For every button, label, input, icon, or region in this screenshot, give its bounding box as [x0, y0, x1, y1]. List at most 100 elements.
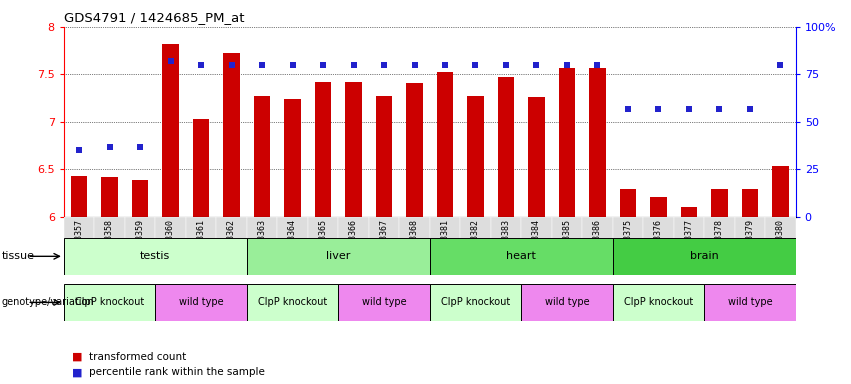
Text: GSM988382: GSM988382: [471, 218, 480, 263]
Point: [377, 62, 391, 68]
Point: [712, 106, 726, 112]
Bar: [589, 68, 606, 217]
Bar: [247, 238, 430, 275]
Bar: [375, 96, 392, 217]
Bar: [467, 96, 484, 217]
Bar: [430, 238, 613, 275]
Bar: [437, 71, 454, 217]
Text: liver: liver: [326, 251, 351, 262]
Text: GSM988357: GSM988357: [75, 218, 83, 263]
Text: testis: testis: [140, 251, 170, 262]
Bar: [132, 180, 148, 217]
Bar: [64, 284, 155, 321]
Bar: [338, 284, 430, 321]
Point: [286, 62, 300, 68]
Bar: [460, 217, 491, 269]
Text: GSM988377: GSM988377: [684, 218, 694, 263]
Bar: [64, 217, 94, 269]
Point: [134, 144, 147, 150]
Bar: [681, 207, 697, 217]
Text: GSM988383: GSM988383: [501, 218, 511, 263]
Text: GSM988385: GSM988385: [563, 218, 572, 263]
Bar: [613, 284, 704, 321]
Point: [194, 62, 208, 68]
Text: GSM988363: GSM988363: [258, 218, 266, 263]
Bar: [521, 284, 613, 321]
Text: ■: ■: [72, 367, 83, 377]
Bar: [223, 53, 240, 217]
Point: [163, 58, 177, 64]
Point: [591, 62, 604, 68]
Bar: [491, 217, 521, 269]
Text: transformed count: transformed count: [89, 352, 186, 362]
Text: ClpP knockout: ClpP knockout: [441, 297, 510, 308]
Bar: [674, 217, 704, 269]
Bar: [650, 197, 667, 217]
Text: GSM988364: GSM988364: [288, 218, 297, 263]
Point: [529, 62, 543, 68]
Point: [621, 106, 635, 112]
Text: GSM988366: GSM988366: [349, 218, 358, 263]
Text: wild type: wild type: [179, 297, 223, 308]
Bar: [277, 217, 308, 269]
Text: GSM988376: GSM988376: [654, 218, 663, 263]
Text: ClpP knockout: ClpP knockout: [258, 297, 327, 308]
Text: GSM988379: GSM988379: [745, 218, 755, 263]
Bar: [338, 217, 368, 269]
Point: [346, 62, 360, 68]
Bar: [64, 238, 247, 275]
Point: [743, 106, 757, 112]
Text: GSM988375: GSM988375: [624, 218, 632, 263]
Text: GSM988380: GSM988380: [776, 218, 785, 263]
Bar: [741, 189, 758, 217]
Bar: [704, 284, 796, 321]
Bar: [772, 166, 789, 217]
Bar: [125, 217, 155, 269]
Text: wild type: wild type: [728, 297, 772, 308]
Bar: [192, 119, 209, 217]
Point: [469, 62, 483, 68]
Text: GSM988384: GSM988384: [532, 218, 541, 263]
Bar: [430, 284, 521, 321]
Point: [255, 62, 269, 68]
Text: GSM988365: GSM988365: [318, 218, 328, 263]
Text: heart: heart: [506, 251, 536, 262]
Bar: [71, 176, 88, 217]
Bar: [368, 217, 399, 269]
Bar: [613, 238, 796, 275]
Bar: [155, 217, 186, 269]
Text: GSM988381: GSM988381: [441, 218, 449, 263]
Point: [72, 147, 86, 154]
Text: genotype/variation: genotype/variation: [2, 297, 94, 308]
Text: GDS4791 / 1424685_PM_at: GDS4791 / 1424685_PM_at: [64, 11, 244, 24]
Text: GSM988368: GSM988368: [410, 218, 419, 263]
Bar: [216, 217, 247, 269]
Bar: [643, 217, 674, 269]
Point: [774, 62, 787, 68]
Bar: [528, 97, 545, 217]
Bar: [399, 217, 430, 269]
Bar: [247, 284, 338, 321]
Bar: [346, 82, 362, 217]
Point: [500, 62, 513, 68]
Bar: [613, 217, 643, 269]
Bar: [734, 217, 765, 269]
Bar: [284, 99, 301, 217]
Bar: [704, 217, 734, 269]
Text: percentile rank within the sample: percentile rank within the sample: [89, 367, 266, 377]
Text: ClpP knockout: ClpP knockout: [624, 297, 693, 308]
Bar: [711, 189, 728, 217]
Bar: [582, 217, 613, 269]
Bar: [430, 217, 460, 269]
Text: GSM988378: GSM988378: [715, 218, 724, 263]
Point: [683, 106, 696, 112]
Bar: [94, 217, 125, 269]
Point: [225, 62, 238, 68]
Point: [560, 62, 574, 68]
Text: ■: ■: [72, 352, 83, 362]
Point: [317, 62, 330, 68]
Text: brain: brain: [690, 251, 718, 262]
Bar: [498, 77, 514, 217]
Text: wild type: wild type: [545, 297, 589, 308]
Point: [652, 106, 665, 112]
